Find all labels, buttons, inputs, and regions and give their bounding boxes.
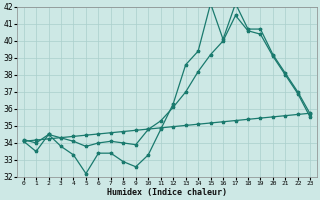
X-axis label: Humidex (Indice chaleur): Humidex (Indice chaleur): [107, 188, 227, 197]
